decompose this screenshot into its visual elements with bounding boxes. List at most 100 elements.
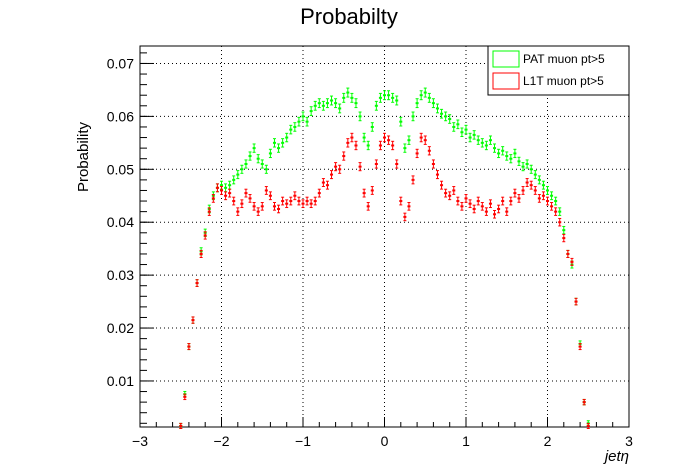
data-point xyxy=(505,151,509,161)
data-point xyxy=(513,188,517,198)
data-point xyxy=(488,135,492,145)
data-point xyxy=(435,170,439,180)
data-point xyxy=(586,422,590,429)
data-point xyxy=(236,170,240,180)
data-point xyxy=(472,130,476,140)
data-point xyxy=(305,116,309,127)
data-point xyxy=(232,196,236,206)
data-point xyxy=(415,148,419,159)
data-point xyxy=(493,209,497,219)
y-tick-label: 0.04 xyxy=(107,214,134,230)
data-point xyxy=(554,196,558,206)
data-point xyxy=(232,175,236,185)
data-point xyxy=(546,196,549,206)
data-point xyxy=(334,98,338,109)
x-tick-label: −1 xyxy=(295,433,311,449)
data-point xyxy=(366,140,370,151)
data-point xyxy=(476,135,480,145)
data-point xyxy=(350,132,354,143)
data-point xyxy=(537,175,541,185)
data-point xyxy=(558,207,562,216)
data-point xyxy=(383,90,386,101)
data-point xyxy=(297,196,301,206)
data-point xyxy=(517,194,521,203)
data-point xyxy=(448,191,452,201)
data-point xyxy=(248,194,252,203)
data-point xyxy=(464,194,468,203)
data-point xyxy=(358,162,362,172)
data-point xyxy=(533,186,537,195)
x-tick-label: −3 xyxy=(132,433,148,449)
data-point xyxy=(448,114,452,124)
data-point xyxy=(541,191,545,201)
data-point xyxy=(578,343,582,351)
data-point xyxy=(444,111,448,122)
data-point xyxy=(256,207,260,216)
data-point xyxy=(440,180,444,190)
y-tick-label: 0.07 xyxy=(107,55,134,71)
data-point xyxy=(346,87,350,98)
data-point xyxy=(224,183,228,193)
data-point xyxy=(566,249,570,259)
data-point xyxy=(264,164,268,174)
data-point xyxy=(309,106,313,116)
data-point xyxy=(338,103,342,114)
data-point xyxy=(582,398,586,406)
data-point xyxy=(411,175,415,185)
data-point xyxy=(493,143,497,153)
data-point xyxy=(419,132,423,143)
data-point xyxy=(509,196,513,206)
data-point xyxy=(509,154,513,164)
data-point xyxy=(513,148,517,159)
data-point xyxy=(395,159,399,169)
data-point xyxy=(277,143,281,153)
data-point xyxy=(435,103,439,114)
legend-box xyxy=(487,45,630,96)
data-point xyxy=(358,111,362,122)
data-point xyxy=(325,98,329,109)
data-point xyxy=(228,180,232,190)
x-tick-label: −2 xyxy=(214,433,230,449)
data-point xyxy=(366,202,370,211)
x-tick-label: 1 xyxy=(462,433,470,449)
x-axis-title: jetη xyxy=(603,448,629,465)
data-point xyxy=(374,159,378,169)
data-point xyxy=(281,138,285,148)
y-tick-label: 0.03 xyxy=(107,267,134,283)
data-point xyxy=(252,202,256,211)
data-point xyxy=(289,196,293,206)
data-point xyxy=(456,196,460,206)
data-point xyxy=(244,159,248,169)
data-point xyxy=(330,170,334,180)
series-1 xyxy=(179,132,590,429)
data-point xyxy=(350,92,354,103)
data-point xyxy=(480,202,484,211)
data-point xyxy=(550,202,554,211)
data-point xyxy=(240,164,244,174)
data-point xyxy=(199,249,203,259)
data-point xyxy=(305,196,309,206)
data-point xyxy=(533,170,537,180)
data-point xyxy=(317,98,321,109)
data-point xyxy=(268,148,272,159)
data-point xyxy=(289,124,293,135)
data-point xyxy=(411,111,415,122)
y-tick-label: 0.05 xyxy=(107,161,134,177)
data-point xyxy=(260,202,264,211)
data-point xyxy=(427,146,431,156)
data-point xyxy=(407,202,411,211)
data-point xyxy=(293,122,297,132)
data-point xyxy=(252,143,256,153)
data-point xyxy=(558,217,562,227)
data-point xyxy=(399,196,403,206)
data-point xyxy=(224,191,228,201)
data-point xyxy=(419,90,423,101)
data-point xyxy=(297,116,301,127)
data-point xyxy=(370,186,374,195)
y-tick-label: 0.02 xyxy=(107,320,134,336)
data-point xyxy=(476,196,480,206)
data-point xyxy=(391,140,395,151)
data-point xyxy=(505,207,509,216)
data-point xyxy=(301,111,305,122)
data-point xyxy=(313,100,317,111)
